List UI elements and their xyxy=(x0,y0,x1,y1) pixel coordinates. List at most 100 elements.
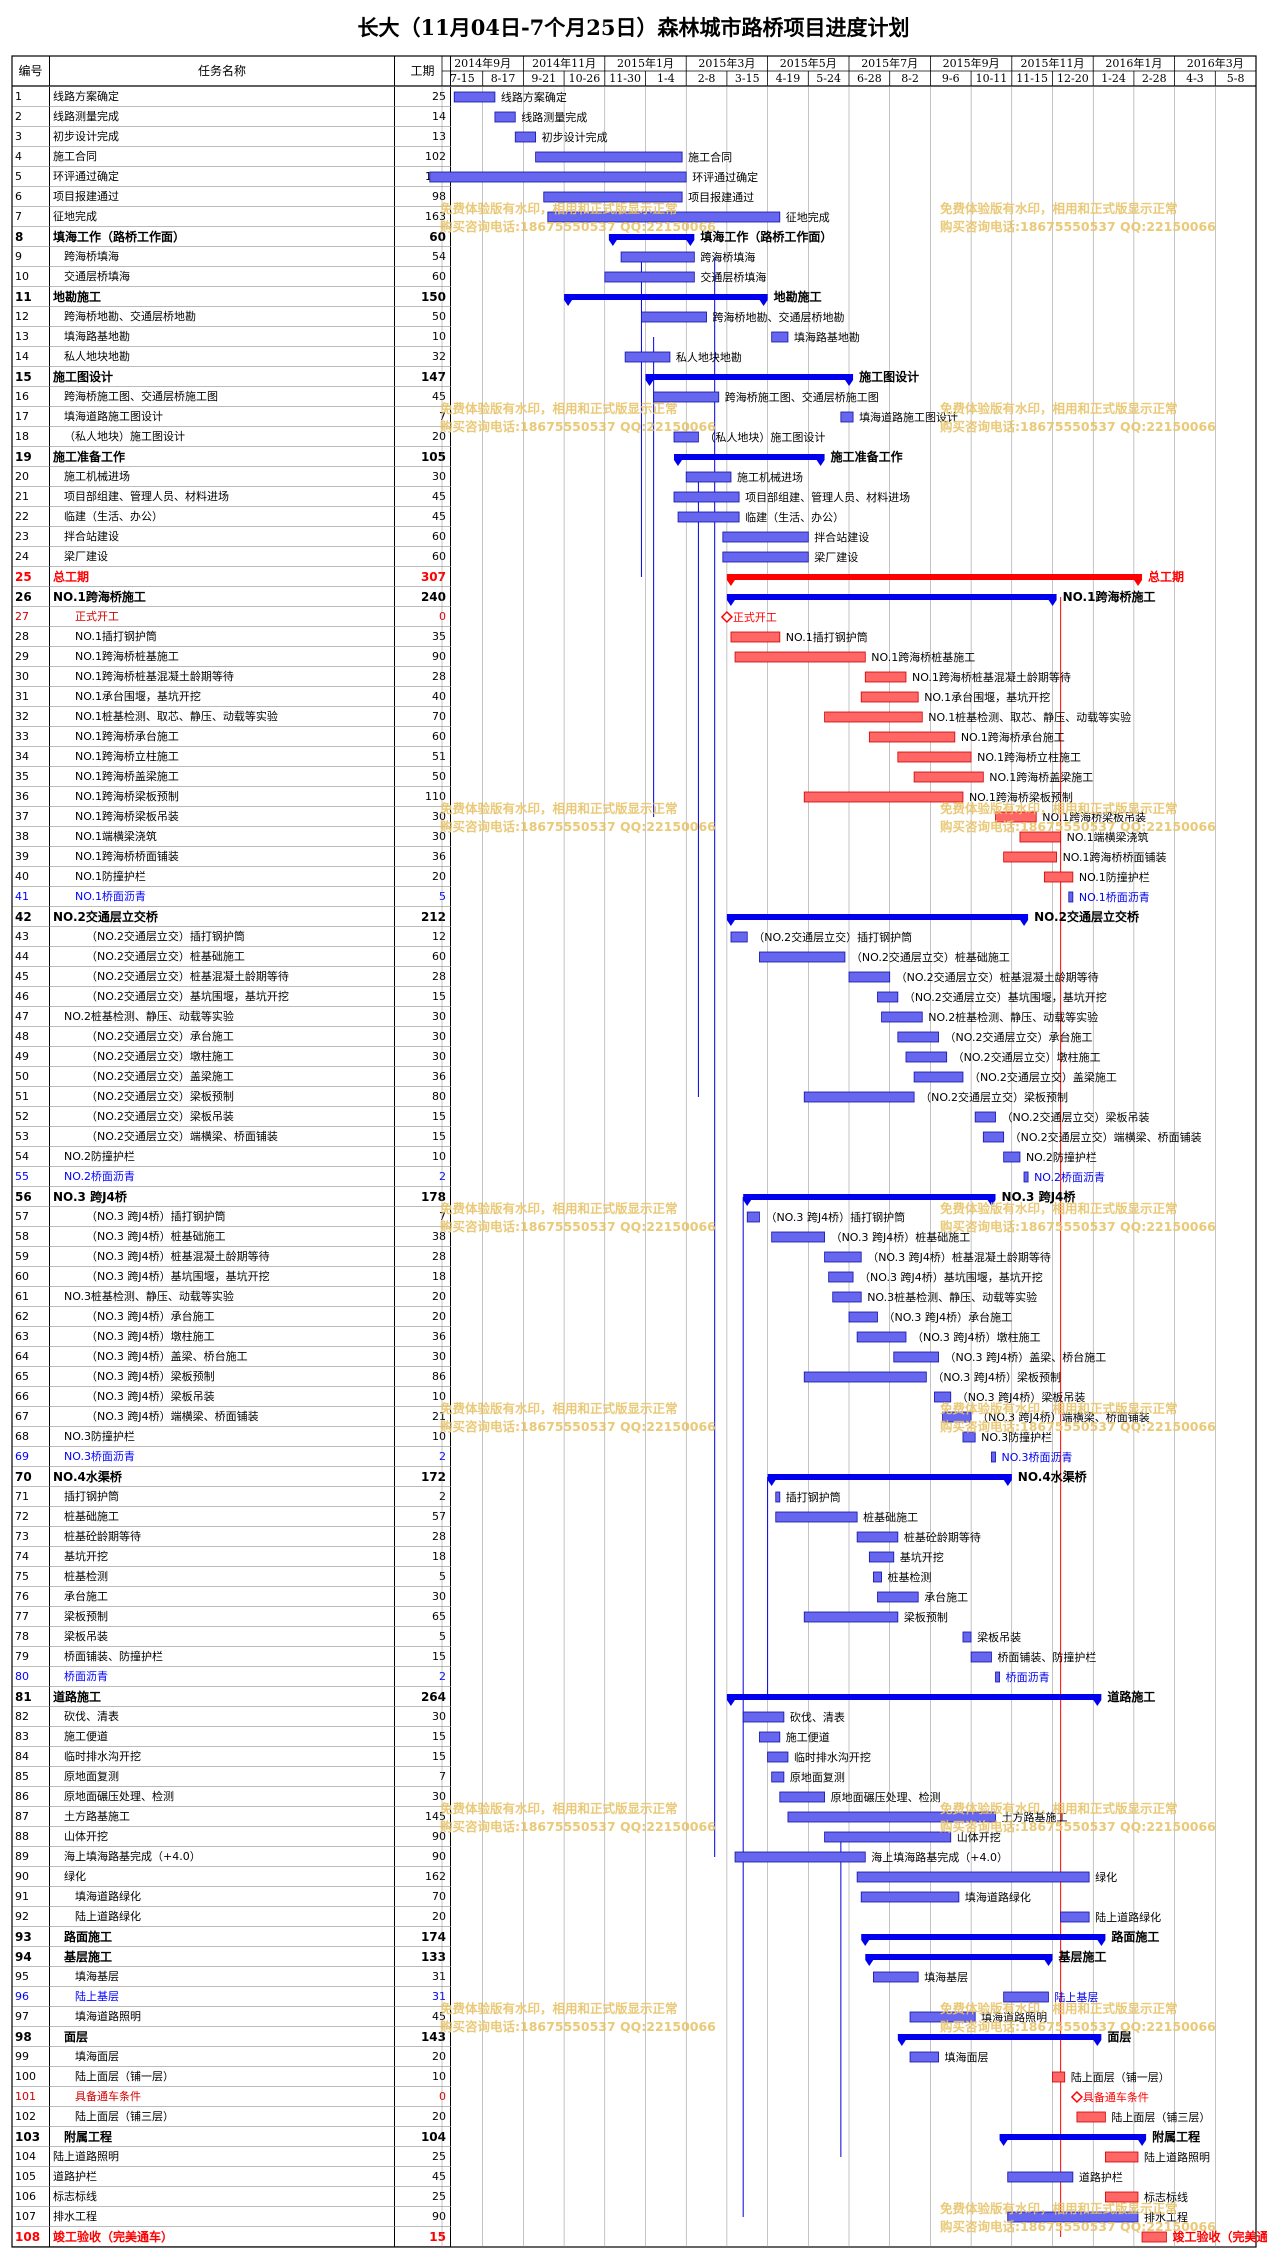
watermark-line-2: 购买咨询电话:18675550537 QQ:22150066 xyxy=(440,419,716,434)
watermark-text: 免费体验版有水印，相用和正式版显示正常 购买咨询电话:18675550537 QQ… xyxy=(440,800,716,836)
bar-label: （NO.3 跨J4桥）梁板预制 xyxy=(932,1370,1061,1384)
task-name: 桥面铺装、防撞护栏 xyxy=(50,1647,395,1667)
task-id: 86 xyxy=(12,1787,50,1807)
week-label: 5-8 xyxy=(1227,72,1245,85)
bar-label: 施工便道 xyxy=(786,1730,830,1744)
task-id: 17 xyxy=(12,407,50,427)
task-bar xyxy=(828,1271,854,1283)
task-id: 73 xyxy=(12,1527,50,1547)
task-id: 100 xyxy=(12,2067,50,2087)
task-duration: 2 xyxy=(395,1167,451,1187)
task-id: 47 xyxy=(12,1007,50,1027)
task-bar xyxy=(868,731,956,743)
task-id: 106 xyxy=(12,2187,50,2207)
task-name: 道路护栏 xyxy=(50,2167,395,2187)
task-id: 33 xyxy=(12,727,50,747)
summary-bar-cap xyxy=(999,2140,1008,2146)
task-name: 陆上面层（铺三层） xyxy=(50,2107,395,2127)
task-duration: 60 xyxy=(395,727,451,747)
task-duration: 7 xyxy=(395,1767,451,1787)
task-name: 私人地块地勘 xyxy=(50,347,395,367)
task-duration: 90 xyxy=(395,647,451,667)
watermark-line-2: 购买咨询电话:18675550537 QQ:22150066 xyxy=(940,419,1216,434)
task-bar xyxy=(759,1731,781,1743)
task-name: NO.2防撞护栏 xyxy=(50,1147,395,1167)
task-duration: 20 xyxy=(395,2107,451,2127)
task-bar xyxy=(604,271,695,283)
task-id: 83 xyxy=(12,1727,50,1747)
bar-label: 桩基础施工 xyxy=(863,1510,918,1524)
week-label: 1-24 xyxy=(1101,72,1126,85)
task-duration: 2 xyxy=(395,1487,451,1507)
task-duration: 30 xyxy=(395,1707,451,1727)
task-name: NO.3桩基检测、静压、动载等实验 xyxy=(50,1287,395,1307)
week-label: 10-26 xyxy=(569,72,601,85)
task-bar xyxy=(991,1451,996,1463)
bar-label: 陆上基层 xyxy=(1054,1990,1098,2004)
task-name: （NO.3 跨J4桥）插打钢护筒 xyxy=(50,1207,395,1227)
task-bar xyxy=(734,1851,866,1863)
task-name: 原地面碾压处理、检测 xyxy=(50,1787,395,1807)
task-id: 107 xyxy=(12,2207,50,2227)
task-id: 49 xyxy=(12,1047,50,1067)
bar-label: 山体开挖 xyxy=(957,1830,1001,1844)
watermark-line-1: 免费体验版有水印，相用和正式版显示正常 xyxy=(940,801,1178,816)
bar-label: 环评通过确定 xyxy=(692,170,758,184)
watermark-line-1: 免费体验版有水印，相用和正式版显示正常 xyxy=(940,1801,1178,1816)
task-bar xyxy=(913,1071,964,1083)
task-id: 89 xyxy=(12,1847,50,1867)
task-duration: 10 xyxy=(395,327,451,347)
summary-bar xyxy=(564,294,768,300)
task-bar xyxy=(730,931,748,943)
task-name: 施工机械进场 xyxy=(50,467,395,487)
task-duration: 18 xyxy=(395,1547,451,1567)
task-bar xyxy=(1060,1911,1090,1923)
task-id: 99 xyxy=(12,2047,50,2067)
watermark-line-2: 购买咨询电话:18675550537 QQ:22150066 xyxy=(940,219,1216,234)
task-bar xyxy=(893,1351,939,1363)
task-id: 50 xyxy=(12,1067,50,1087)
task-duration: 307 xyxy=(395,567,451,587)
task-duration: 30 xyxy=(395,827,451,847)
task-name: （NO.3 跨J4桥）墩柱施工 xyxy=(50,1327,395,1347)
task-name: NO.2桥面沥青 xyxy=(50,1167,395,1187)
task-bar xyxy=(934,1391,952,1403)
task-name: NO.3 跨J4桥 xyxy=(50,1187,395,1207)
task-duration: 40 xyxy=(395,687,451,707)
task-bar xyxy=(962,1631,972,1643)
task-name: 承台施工 xyxy=(50,1587,395,1607)
task-name: 填海路基地勘 xyxy=(50,327,395,347)
task-duration: 20 xyxy=(395,867,451,887)
bar-label: 桩基砼龄期等待 xyxy=(904,1530,981,1544)
task-name: 标志标线 xyxy=(50,2187,395,2207)
task-id: 35 xyxy=(12,767,50,787)
task-id: 28 xyxy=(12,627,50,647)
summary-bar xyxy=(726,594,1057,600)
bar-label: 承台施工 xyxy=(924,1590,968,1604)
bar-label: 初步设计完成 xyxy=(542,130,608,144)
watermark-line-2: 购买咨询电话:18675550537 QQ:22150066 xyxy=(440,1419,716,1434)
bar-label: 陆上道路绿化 xyxy=(1095,1910,1161,1924)
task-bar xyxy=(730,631,781,643)
summary-bar-cap xyxy=(564,300,573,306)
watermark-line-2: 购买咨询电话:18675550537 QQ:22150066 xyxy=(440,1819,716,1834)
task-id: 10 xyxy=(12,267,50,287)
task-id: 16 xyxy=(12,387,50,407)
task-bar xyxy=(759,951,846,963)
bar-label: 砍伐、清表 xyxy=(790,1710,845,1724)
summary-bar-cap xyxy=(865,1960,874,1966)
task-duration: 25 xyxy=(395,87,451,107)
bar-label: （NO.3 跨J4桥）墩柱施工 xyxy=(912,1330,1041,1344)
task-bar xyxy=(970,1651,992,1663)
bar-label: 路面施工 xyxy=(1111,1929,1159,1944)
watermark-line-1: 免费体验版有水印，相用和正式版显示正常 xyxy=(940,1201,1178,1216)
task-duration: 31 xyxy=(395,1967,451,1987)
task-id: 60 xyxy=(12,1267,50,1287)
task-duration: 45 xyxy=(395,2167,451,2187)
task-bar xyxy=(995,1671,1000,1683)
summary-bar-cap xyxy=(1003,1480,1012,1486)
task-bar xyxy=(860,1891,960,1903)
month-label: 2015年11月 xyxy=(1021,56,1085,70)
task-name: NO.1跨海桥桥面铺装 xyxy=(50,847,395,867)
task-name: （NO.3 跨J4桥）端横梁、桥面铺装 xyxy=(50,1407,395,1427)
